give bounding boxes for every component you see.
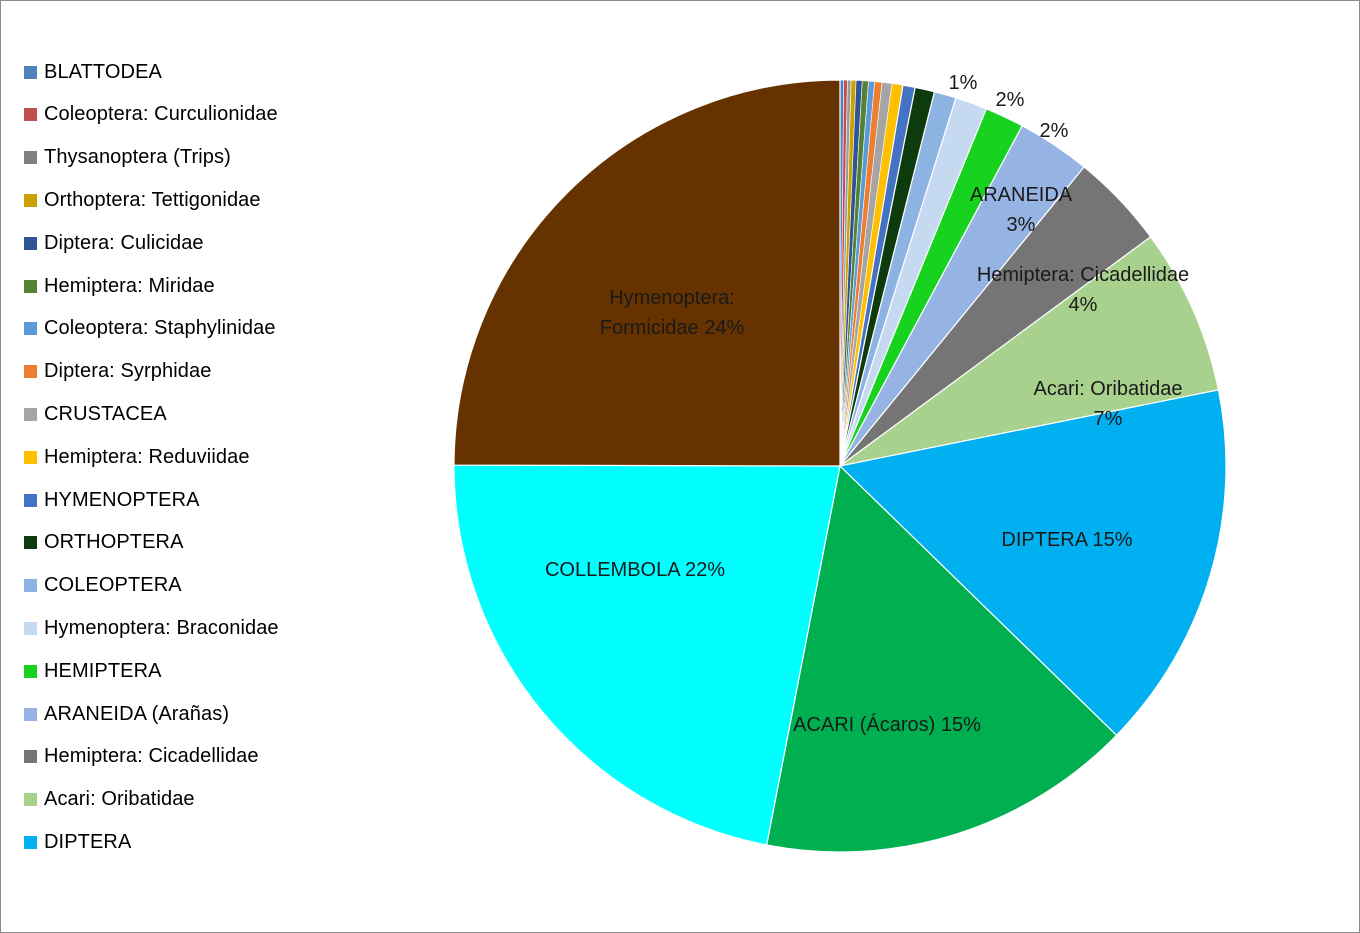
legend-label: Diptera: Syrphidae — [44, 360, 212, 383]
pie-data-labels: 1% 2% 2% ARANEIDA 3% Hemiptera: Cicadellidae 4… — [545, 72, 1189, 736]
legend-swatch — [24, 707, 37, 721]
legend-swatch — [24, 236, 37, 250]
legend-item-coleoptera-staphylinidae: Coleoptera: Staphylinidae — [24, 317, 276, 341]
legend-item-araneida-aranas: ARANEIDA (Arañas) — [24, 702, 229, 726]
pie-slice-collembola — [453, 464, 841, 846]
pie-slices — [453, 79, 1227, 853]
legend-swatch — [24, 621, 37, 635]
pie-slice-hymenoptera-formicidae — [453, 79, 841, 467]
legend-swatch — [24, 579, 37, 593]
legend-label: CRUSTACEA — [44, 402, 167, 425]
data-label-araneida-aranas: ARANEIDA 3% — [970, 184, 1073, 236]
legend-label: Thysanoptera (Trips) — [44, 146, 231, 169]
legend-item-hymenoptera-braconidae: Hymenoptera: Braconidae — [24, 616, 279, 640]
legend-item-diptera-syrphidae: Diptera: Syrphidae — [24, 360, 211, 384]
data-label-acari-oribatidae: Acari: Oribatidae 7% — [1034, 378, 1183, 430]
legend-label: DIPTERA — [44, 830, 132, 853]
legend-label: ORTHOPTERA — [44, 531, 184, 554]
legend-swatch — [24, 193, 37, 207]
legend-item-crustacea: CRUSTACEA — [24, 402, 167, 426]
data-label-collembola: COLLEMBOLA 22% — [545, 559, 725, 581]
pie-slice-diptera — [838, 389, 1227, 737]
data-label-hymenoptera-formicidae: Hymenoptera: Formicidae 24% — [600, 287, 745, 339]
legend-label: Coleoptera: Staphylinidae — [44, 317, 276, 340]
data-label-acari-acaros: ACARI (Ácaros) 15% — [793, 713, 981, 736]
legend-label: Diptera: Culicidae — [44, 231, 204, 254]
legend-item-hemiptera: HEMIPTERA — [24, 659, 162, 683]
data-label-orthoptera: 1% — [949, 72, 978, 94]
legend-item-coleoptera: COLEOPTERA — [24, 574, 182, 598]
legend-label: Hemiptera: Miridae — [44, 274, 215, 297]
legend-label: ARANEIDA (Arañas) — [44, 702, 230, 725]
data-label-hemiptera-cicadellidae: Hemiptera: Cicadellidae 4% — [977, 264, 1189, 316]
legend-swatch — [24, 108, 37, 122]
legend-label: Orthoptera: Tettigonidae — [44, 188, 261, 211]
legend-swatch — [24, 450, 37, 464]
pie-slice-acari-acaros — [765, 464, 1118, 853]
legend-swatch — [24, 151, 37, 165]
legend-item-blattodea: BLATTODEA — [24, 60, 162, 84]
data-label-diptera: DIPTERA 15% — [1001, 529, 1132, 551]
legend-item-diptera-culicidae: Diptera: Culicidae — [24, 231, 204, 255]
legend-item-orthoptera-tettigonidae: Orthoptera: Tettigonidae — [24, 188, 261, 212]
legend-item-hemiptera-reduviidae: Hemiptera: Reduviidae — [24, 445, 250, 469]
legend-label: HYMENOPTERA — [44, 488, 200, 511]
legend-swatch — [24, 536, 37, 550]
legend-label: Acari: Oribatidae — [44, 788, 195, 811]
data-label-hymenoptera-braconidae: 2% — [996, 89, 1025, 111]
legend-swatch — [24, 750, 37, 764]
legend-item-diptera: DIPTERA — [24, 830, 131, 854]
legend-item-hymenoptera: HYMENOPTERA — [24, 488, 200, 512]
legend-swatch — [24, 407, 37, 421]
legend-swatch — [24, 322, 37, 336]
legend-swatch — [24, 365, 37, 379]
legend-item-acari-oribatidae: Acari: Oribatidae — [24, 788, 195, 812]
legend-label: Hemiptera: Cicadellidae — [44, 745, 259, 768]
legend-swatch — [24, 65, 37, 79]
legend-label: BLATTODEA — [44, 60, 162, 83]
legend-label: HEMIPTERA — [44, 659, 162, 682]
legend-label: Hymenoptera: Braconidae — [44, 616, 279, 639]
legend-item-orthoptera: ORTHOPTERA — [24, 531, 184, 555]
legend-item-thysanoptera-trips: Thysanoptera (Trips) — [24, 146, 231, 170]
legend-label: Coleoptera: Curculionidae — [44, 103, 278, 126]
legend-swatch — [24, 664, 37, 678]
data-label-hemiptera: 2% — [1040, 120, 1069, 142]
legend-label: COLEOPTERA — [44, 574, 182, 597]
legend-item-hemiptera-miridae: Hemiptera: Miridae — [24, 274, 215, 298]
legend-swatch — [24, 835, 37, 849]
legend-item-hemiptera-cicadellidae: Hemiptera: Cicadellidae — [24, 745, 259, 769]
legend-swatch — [24, 493, 37, 507]
legend-swatch — [24, 793, 37, 807]
legend-label: Hemiptera: Reduviidae — [44, 445, 250, 468]
legend-item-coleoptera-curculionidae: Coleoptera: Curculionidae — [24, 103, 278, 127]
legend-swatch — [24, 279, 37, 293]
